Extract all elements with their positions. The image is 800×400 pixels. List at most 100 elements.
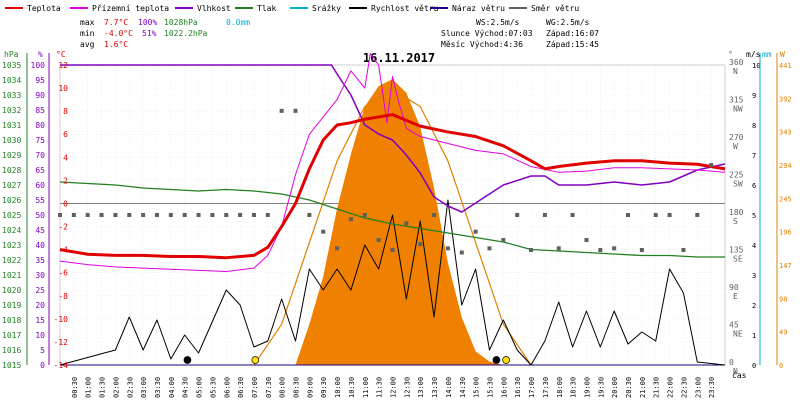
direction-compass-label: N: [733, 67, 738, 76]
wind-direction-point: [501, 238, 506, 242]
wind-direction-point: [390, 248, 395, 252]
temp-tick-label: -6: [58, 269, 68, 278]
legend-label: Přízemní teplota: [92, 4, 169, 13]
wind-direction-point: [362, 213, 367, 217]
wind-direction-point: [141, 213, 146, 217]
legend-label: Srážky: [312, 4, 341, 13]
temp-tick-label: 0: [63, 199, 68, 208]
direction-tick-label: 270: [729, 133, 744, 142]
percent-tick-label: 65: [35, 166, 45, 175]
wind-direction-point: [445, 246, 450, 251]
wind-direction-point: [85, 213, 90, 217]
stat-avg-label: avg: [80, 40, 95, 49]
ms-tick-label: 4: [752, 242, 756, 250]
time-tick-label: 12:30: [403, 377, 411, 398]
temperature-line: [59, 113, 726, 260]
time-tick-label: 00:30: [71, 377, 79, 398]
stat-moonrise: Měsíc Východ:4:36: [441, 40, 523, 49]
direction-tick-label: 180: [729, 208, 744, 217]
direction-compass-label: NW: [733, 105, 743, 114]
time-tick-label: 02:30: [126, 377, 134, 398]
sun-moon-marker: [502, 356, 510, 364]
wind-direction-point: [667, 213, 672, 217]
percent-tick-label: 75: [35, 136, 45, 145]
time-tick-label: 11:00: [362, 377, 370, 398]
stat-min-temp: -4.0°C: [104, 29, 133, 38]
wind-direction-point: [224, 213, 229, 217]
percent-tick-label: 20: [35, 301, 45, 310]
legend-label: Vlhkost: [197, 4, 231, 13]
wind-direction-point: [348, 217, 353, 222]
percent-tick-label: 100: [31, 61, 46, 70]
wind-direction-point: [418, 242, 423, 247]
time-tick-label: 14:00: [445, 377, 453, 398]
time-tick-label: 04:30: [182, 377, 190, 398]
sun-moon-marker: [251, 356, 260, 364]
wind-direction-point: [598, 248, 603, 252]
wind-direction-point: [321, 229, 326, 234]
time-tick-label: 21:00: [639, 377, 647, 398]
time-tick-label: 20:30: [625, 377, 633, 398]
wind-direction-point: [695, 213, 700, 217]
legend-label: Teplota: [27, 4, 61, 13]
w-tick-label: 343: [779, 129, 792, 137]
time-tick-label: 03:30: [154, 377, 162, 398]
percent-tick-label: 0: [40, 361, 45, 370]
percent-tick-label: 10: [35, 331, 45, 340]
legend-label: Náraz větru: [452, 4, 505, 13]
time-tick-label: 15:00: [473, 377, 481, 398]
time-tick-label: 18:30: [570, 377, 578, 398]
stat-ws: WS:2.5m/s: [476, 18, 520, 27]
hpa-tick-label: 1018: [2, 316, 21, 325]
direction-compass-label: W: [733, 142, 738, 151]
stat-min-press: 1022.2hPa: [164, 29, 208, 38]
time-tick-label: 08:30: [293, 377, 301, 398]
legend-label: Rychlost větru: [371, 4, 439, 13]
percent-tick-label: 15: [35, 316, 45, 325]
ms-tick-label: 1: [752, 332, 756, 340]
wind-direction-point: [529, 248, 534, 252]
direction-tick-label: 0: [729, 358, 734, 367]
direction-compass-label: S: [733, 217, 738, 226]
time-tick-label: 19:30: [597, 377, 605, 398]
percent-tick-label: 25: [35, 286, 45, 295]
wind-direction-point: [376, 238, 381, 242]
ms-tick-label: 7: [752, 152, 756, 160]
wind-direction-point: [639, 248, 644, 252]
legend: Teplota Přízemní teplota Vlhkost Tlak Srážky…: [5, 4, 579, 13]
temp-tick-label: -12: [54, 338, 69, 347]
time-tick-label: 08:00: [279, 377, 287, 398]
wind-direction-point: [473, 229, 478, 234]
wind-direction-point: [279, 108, 284, 113]
time-tick-label: 14:30: [459, 377, 467, 398]
time-tick-label: 02:00: [112, 377, 120, 398]
stat-wg: WG:2.5m/s: [546, 18, 590, 27]
hpa-tick-label: 1029: [2, 151, 21, 160]
wind-direction-point: [653, 213, 658, 217]
wind-direction-point: [238, 213, 243, 217]
stat-max-temp: 7.7°C: [104, 18, 128, 27]
stat-min-label: min: [80, 29, 95, 38]
time-tick-label: 17:00: [528, 377, 536, 398]
hpa-tick-label: 1015: [2, 361, 21, 370]
wind-direction-point: [570, 213, 575, 217]
direction-compass-label: NE: [733, 330, 743, 339]
hpa-tick-label: 1030: [2, 136, 21, 145]
hpa-tick-label: 1021: [2, 271, 21, 280]
hpa-tick-label: 1028: [2, 166, 21, 175]
time-tick-label: 01:30: [99, 377, 107, 398]
wind-direction-point: [432, 213, 437, 217]
time-tick-label: 16:00: [500, 377, 508, 398]
hpa-tick-label: 1022: [2, 256, 21, 265]
w-tick-label: 147: [779, 262, 792, 270]
temp-tick-label: 4: [63, 153, 68, 162]
percent-tick-label: 40: [35, 241, 45, 250]
w-tick-label: 392: [779, 95, 792, 103]
unit-percent: %: [38, 50, 43, 59]
time-tick-label: 06:00: [223, 377, 231, 398]
ms-tick-label: 9: [752, 92, 756, 100]
wind-direction-point: [293, 108, 298, 113]
wind-direction-point: [487, 246, 492, 251]
unit-mm: mm: [762, 50, 772, 59]
stats-block: max 7.7°C 100% 1028hPa 0.0mm min -4.0°C …: [80, 18, 599, 49]
